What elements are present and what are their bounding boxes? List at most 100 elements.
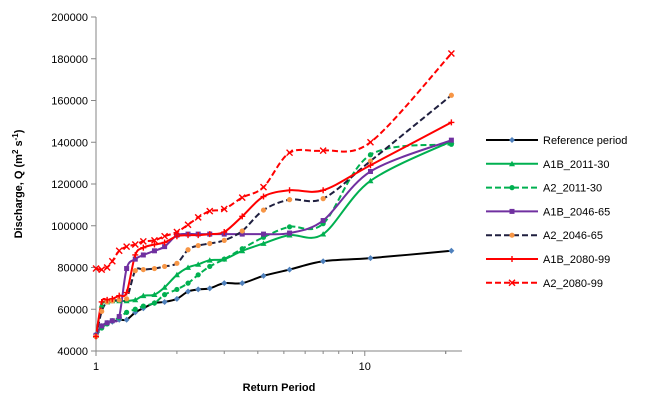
legend-marker — [509, 208, 515, 214]
data-point — [239, 213, 246, 220]
data-point — [140, 303, 146, 309]
legend-label: A1B_2011-30 — [543, 159, 609, 171]
series-markers — [92, 50, 455, 340]
data-point — [448, 92, 454, 98]
data-point — [366, 138, 374, 146]
data-point — [124, 309, 130, 315]
data-point — [448, 119, 455, 126]
data-point — [151, 291, 158, 298]
data-point — [161, 284, 168, 290]
data-point — [238, 194, 246, 202]
axis-ticks: 40000 60000 80000 100000 120000 140000 160000 1… — [51, 12, 447, 373]
data-point — [206, 231, 213, 238]
y-tick-label: 60000 — [57, 304, 88, 316]
data-point — [173, 295, 180, 302]
legend-label: A1B_2080-99 — [543, 254, 610, 266]
data-point — [239, 228, 245, 234]
data-point — [162, 292, 168, 298]
data-point — [448, 247, 455, 254]
series-lines — [95, 52, 453, 337]
data-point — [194, 213, 202, 221]
data-point — [123, 243, 131, 251]
data-point — [367, 158, 374, 164]
data-point — [162, 263, 168, 270]
data-point — [132, 296, 139, 303]
data-point — [367, 168, 373, 174]
data-point — [161, 239, 168, 246]
legend-label: A2_2011-30 — [543, 183, 602, 195]
data-point — [162, 244, 168, 250]
data-point — [174, 260, 180, 266]
data-point — [286, 149, 294, 157]
y-axis-title-sup1: 2 — [11, 149, 20, 154]
data-point — [151, 300, 158, 306]
y-tick-label: 80000 — [57, 263, 88, 275]
data-point — [109, 295, 116, 302]
data-point — [239, 246, 245, 252]
data-point — [109, 318, 115, 324]
data-point — [173, 233, 180, 240]
data-point — [221, 256, 227, 262]
x-tick-label: 10 — [359, 361, 371, 373]
data-point — [99, 308, 105, 314]
y-tick-label: 200000 — [51, 12, 88, 24]
data-point — [206, 257, 213, 263]
y-axis-title-mid: s — [13, 140, 25, 149]
data-point — [132, 256, 138, 262]
data-point — [116, 292, 123, 299]
series-line-0 — [95, 249, 452, 335]
data-point — [104, 320, 110, 326]
data-point — [115, 247, 123, 255]
legend-marker — [508, 279, 516, 287]
data-point — [140, 266, 146, 273]
y-axis-title-end: ) — [13, 129, 25, 133]
data-point — [151, 241, 158, 248]
legend: Reference period A1B_2011-30 A2_2011-30 A1B… — [486, 135, 627, 290]
legend-label: A1B_2046-65 — [543, 206, 610, 218]
data-point — [104, 296, 111, 303]
data-point — [367, 255, 374, 262]
data-point — [116, 314, 122, 320]
data-point — [319, 147, 327, 155]
data-point — [195, 242, 201, 249]
data-point — [260, 272, 267, 279]
data-point — [207, 240, 213, 247]
data-point — [185, 232, 192, 239]
data-point — [195, 232, 202, 239]
data-point — [174, 286, 180, 293]
data-point — [195, 261, 202, 267]
data-point — [185, 288, 192, 295]
data-point — [239, 231, 245, 237]
data-point — [448, 137, 454, 143]
legend-marker — [509, 185, 515, 191]
data-point — [92, 265, 100, 273]
x-tick-label: 1 — [93, 361, 99, 373]
data-point — [99, 323, 105, 329]
data-point — [185, 247, 191, 253]
legend-marker — [509, 232, 515, 238]
data-point — [161, 298, 168, 305]
data-point — [447, 50, 455, 58]
data-point — [260, 240, 267, 246]
axes — [95, 17, 462, 352]
data-point — [207, 263, 213, 270]
data-point — [173, 228, 181, 236]
data-point — [140, 292, 147, 299]
series-line-4 — [95, 94, 453, 337]
data-point — [103, 264, 111, 271]
legend-label: A2_2080-99 — [543, 278, 603, 290]
y-tick-label: 40000 — [57, 346, 88, 358]
data-point — [93, 333, 99, 340]
data-point — [173, 271, 180, 278]
x-axis-title: Return Period — [243, 382, 316, 394]
data-point — [124, 266, 130, 272]
y-tick-label: 120000 — [51, 179, 88, 191]
y-axis-title: Discharge, Q (m2 s-1) — [11, 129, 26, 238]
y-tick-label: 180000 — [51, 54, 88, 66]
data-point — [98, 266, 106, 274]
data-point — [287, 230, 293, 236]
data-point — [124, 296, 130, 302]
data-point — [132, 251, 139, 258]
